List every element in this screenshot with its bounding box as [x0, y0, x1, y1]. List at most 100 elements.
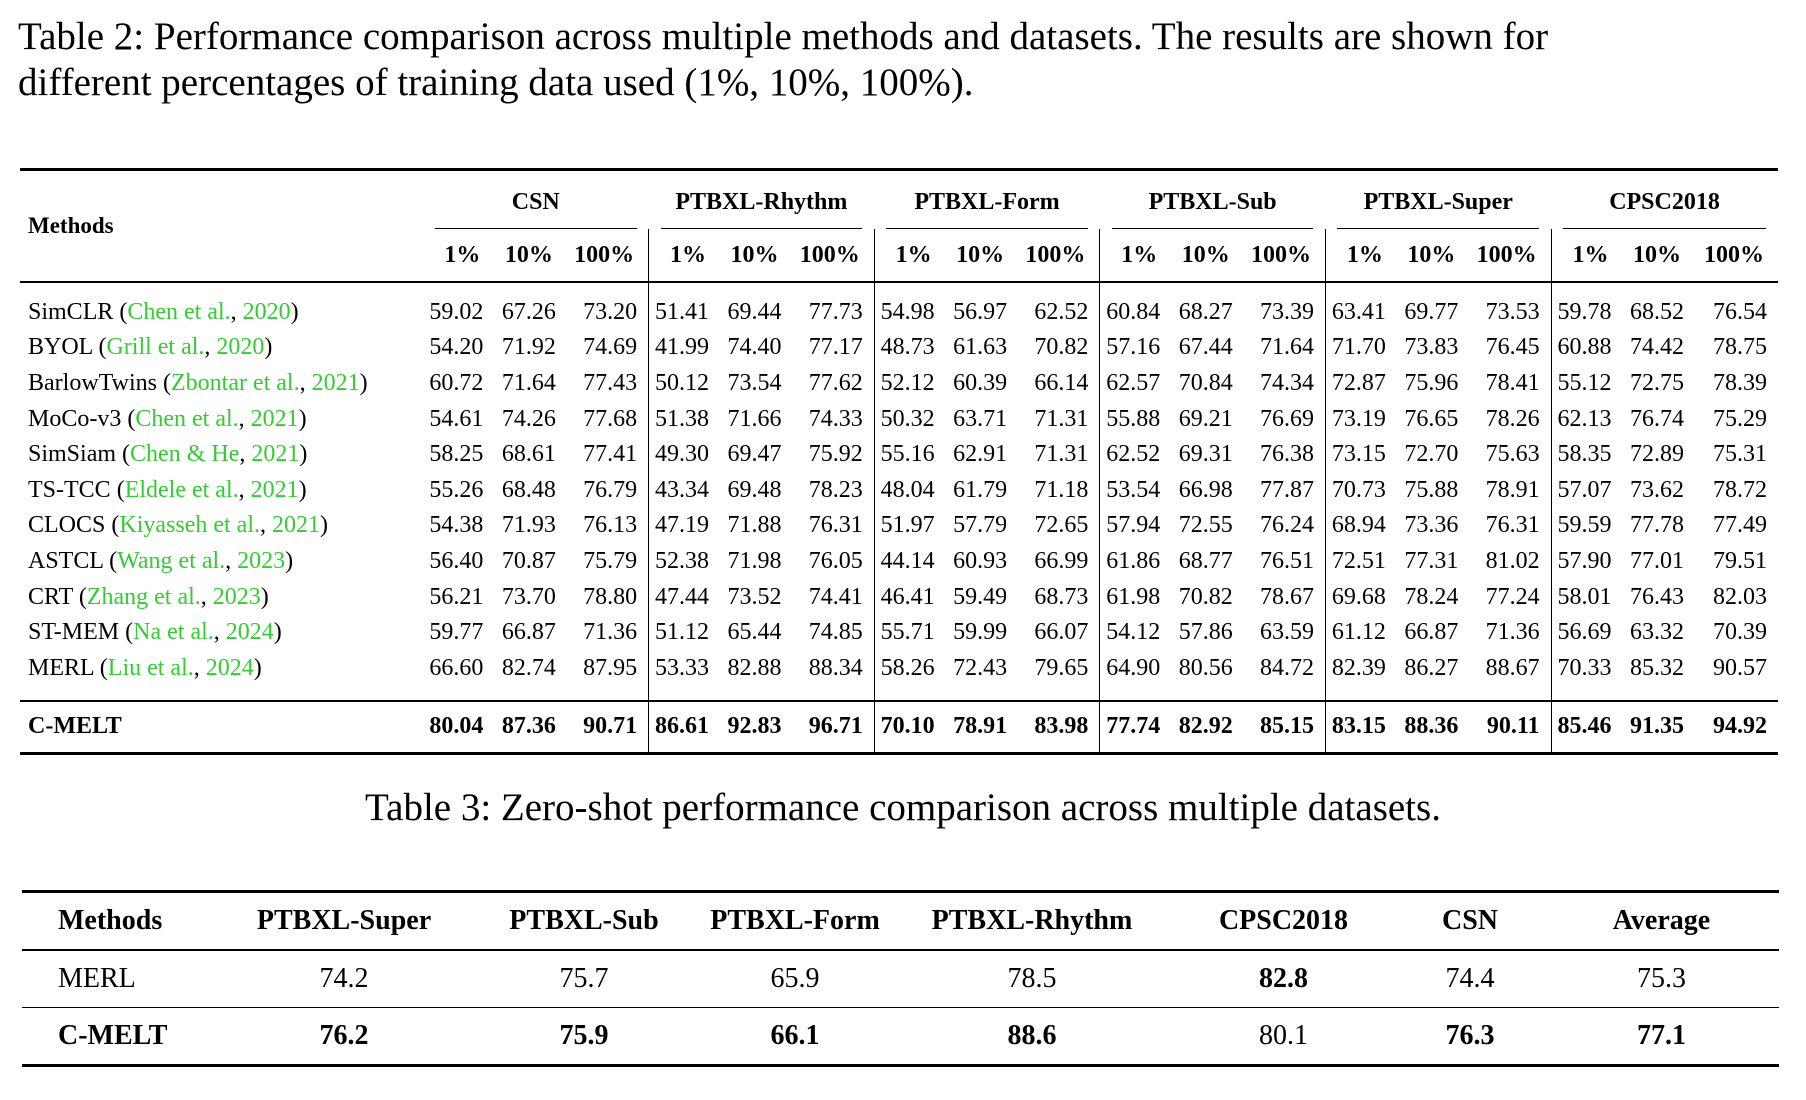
value-cell: 51.41 [648, 282, 720, 331]
table2-total-rule [20, 700, 1778, 702]
value-cell: 80.04 [429, 713, 484, 740]
value-cell: 71.70 [1324, 330, 1397, 366]
method-cell: BYOL (Grill et al., 2020) [28, 334, 273, 361]
value-cell: 54.20 [429, 334, 484, 361]
method-name: SimSiam [28, 441, 117, 468]
method-cell: CRT (Zhang et al., 2023) [28, 583, 269, 610]
percentage-header: 100% [1476, 241, 1537, 268]
value-cell: 80.56 [1178, 654, 1233, 681]
value-cell: 63.41 [1324, 282, 1397, 331]
value-cell: 83.15 [1324, 701, 1397, 752]
value-cell: 47.44 [648, 579, 720, 615]
table-row: MERL (Liu et al., 2024) 66.60 82.74 87.95 53… [20, 650, 1778, 701]
value-cell: 58.26 [873, 650, 946, 701]
value-cell: 76.74 [1629, 405, 1684, 432]
value-cell: 73.52 [727, 583, 782, 610]
value-cell: 76.54 [1713, 298, 1767, 325]
methods-header: Methods [28, 213, 114, 238]
value-cell: 73.54 [727, 369, 782, 396]
value-cell: 74.33 [808, 405, 863, 432]
value-cell: 55.16 [873, 436, 946, 473]
value-cell: 60.88 [1550, 330, 1623, 366]
citation-author-link[interactable]: Zhang et al. [86, 583, 201, 610]
citation-year-link[interactable]: 2024 [225, 619, 274, 646]
value-cell: 72.75 [1629, 369, 1684, 396]
citation-author-link[interactable]: Wang et al. [117, 547, 226, 574]
value-cell: 79.51 [1713, 547, 1767, 574]
value-cell: 48.04 [873, 472, 946, 509]
table-row: BYOL (Grill et al., 2020) 54.20 71.92 74.69… [20, 330, 1778, 366]
value-cell: 74.34 [1259, 369, 1314, 396]
citation-year-link[interactable]: 2021 [271, 512, 320, 539]
value-cell: 84.72 [1259, 654, 1314, 681]
citation-year-link[interactable]: 2023 [237, 547, 286, 574]
citation-author-link[interactable]: Chen & He [130, 441, 240, 468]
method-cell: TS-TCC (Eldele et al., 2021) [28, 476, 307, 503]
value-cell: 68.61 [501, 441, 556, 468]
value-cell: 76.43 [1629, 583, 1684, 610]
citation-year-link[interactable]: 2020 [216, 334, 265, 361]
citation-author-link[interactable]: Na et al. [133, 619, 214, 646]
citation-year-link[interactable]: 2021 [250, 405, 299, 432]
value-cell: 57.90 [1550, 543, 1623, 580]
value-cell: 72.43 [953, 654, 1008, 681]
citation-author-link[interactable]: Eldele et al. [124, 476, 239, 503]
value-cell: 71.18 [1034, 476, 1089, 503]
method-name: ASTCL [28, 547, 104, 574]
value-cell: 62.52 [1034, 298, 1089, 325]
method-name: MoCo-v3 [28, 405, 122, 432]
citation-year-link[interactable]: 2020 [242, 298, 291, 325]
value-cell: 78.23 [808, 476, 863, 503]
value-cell: 82.92 [1178, 713, 1233, 740]
method-cell: BarlowTwins (Zbontar et al., 2021) [28, 369, 368, 396]
value-cell: 83.98 [1034, 713, 1089, 740]
value-cell: 77.24 [1485, 583, 1540, 610]
value-cell: 74.4 [1445, 962, 1495, 994]
value-cell: 75.96 [1404, 369, 1459, 396]
citation-year-link[interactable]: 2023 [212, 583, 261, 610]
value-cell: 73.83 [1404, 334, 1459, 361]
value-cell: 56.97 [953, 298, 1008, 325]
citation-author-link[interactable]: Zbontar et al. [170, 369, 300, 396]
value-cell: 41.99 [648, 330, 720, 366]
value-cell: 76.13 [583, 512, 638, 539]
value-cell: 78.80 [583, 583, 638, 610]
citation-year-link[interactable]: 2021 [251, 441, 300, 468]
value-cell: 43.34 [648, 472, 720, 509]
method-name: BYOL [28, 334, 93, 361]
citation-author-link[interactable]: Chen et al. [135, 405, 239, 432]
value-cell: 69.47 [727, 441, 782, 468]
citation-year-link[interactable]: 2024 [205, 654, 254, 681]
citation-author-link[interactable]: Liu et al. [107, 654, 194, 681]
value-cell: 86.61 [648, 701, 720, 752]
citation-author-link[interactable]: Kiyasseh et al. [119, 512, 260, 539]
dataset-header-csn: CSN [423, 171, 649, 229]
value-cell: 69.31 [1178, 441, 1233, 468]
value-cell: 70.73 [1324, 472, 1397, 509]
citation-author-link[interactable]: Grill et al. [106, 334, 205, 361]
value-cell: 62.91 [953, 441, 1008, 468]
table-row: ASTCL (Wang et al., 2023) 56.40 70.87 75.79… [20, 543, 1778, 580]
citation-year-link[interactable]: 2021 [311, 369, 360, 396]
value-cell: 76.2 [319, 1020, 369, 1051]
value-cell: 69.77 [1404, 298, 1459, 325]
citation-author-link[interactable]: Chen et al. [127, 298, 231, 325]
value-cell: 92.83 [727, 713, 782, 740]
value-cell: 74.26 [501, 405, 556, 432]
value-cell: 71.31 [1034, 441, 1089, 468]
percentage-header: 100% [574, 241, 635, 268]
value-cell: 59.99 [953, 619, 1008, 646]
percentage-header: 1% [1550, 229, 1623, 281]
value-cell: 76.05 [808, 547, 863, 574]
percentage-header: 100% [799, 241, 860, 268]
value-cell: 70.33 [1550, 650, 1623, 701]
citation-year-link[interactable]: 2021 [250, 476, 299, 503]
value-cell: 61.63 [953, 334, 1008, 361]
value-cell: 72.89 [1629, 441, 1684, 468]
percentage-header: 1% [648, 229, 720, 281]
dataset-header-ptbxl-rhythm: PTBXL-Rhythm [649, 171, 875, 229]
value-cell: 69.44 [727, 298, 782, 325]
table-row: ST-MEM (Na et al., 2024) 59.77 66.87 71.36 5… [20, 614, 1778, 651]
value-cell: 70.39 [1713, 619, 1767, 646]
value-cell: 77.41 [583, 441, 638, 468]
